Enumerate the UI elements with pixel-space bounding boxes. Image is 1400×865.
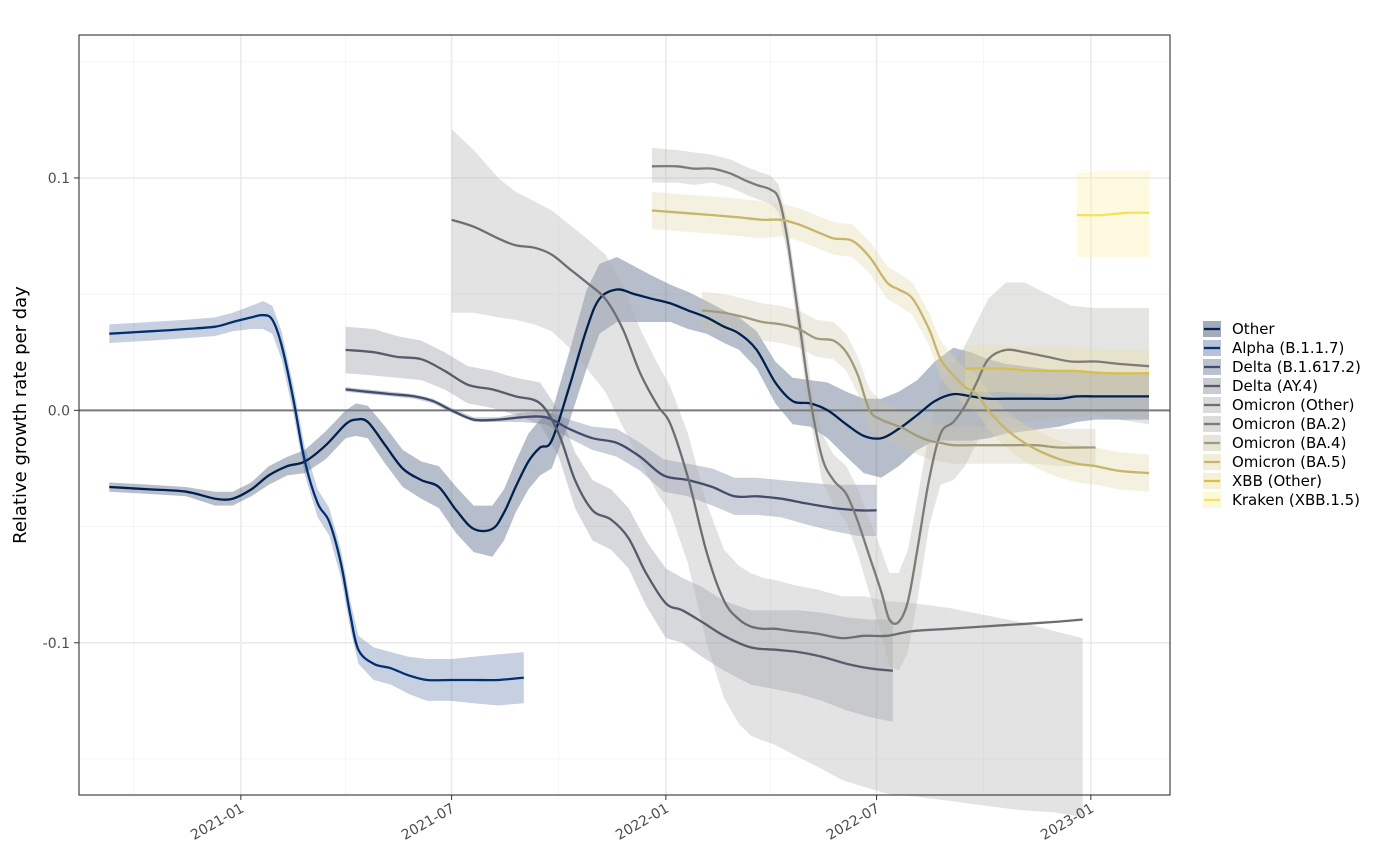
series-line-0	[109, 288, 1149, 533]
legend-label: Alpha (B.1.1.7)	[1232, 339, 1344, 357]
legend-label: Omicron (BA.4)	[1232, 434, 1346, 452]
legend-item: Omicron (BA.2)	[1203, 415, 1346, 433]
y-tick-label: 0.1	[48, 171, 70, 187]
ci-band-5	[651, 147, 1149, 671]
legend-item: Kraken (XBB.1.5)	[1203, 491, 1360, 509]
legend-label: Kraken (XBB.1.5)	[1232, 491, 1360, 509]
legend-item: XBB (Other)	[1203, 472, 1322, 490]
legend-item: Other	[1203, 320, 1275, 338]
series-line-5	[651, 164, 1150, 625]
y-axis: 0.1 0.0 -0.1	[43, 171, 79, 652]
series-line-7	[651, 209, 1150, 475]
plot-panel	[78, 34, 1171, 818]
series-line-3	[345, 348, 894, 672]
legend-label: Omicron (Other)	[1232, 396, 1354, 414]
y-axis-title: Relative growth rate per day	[10, 286, 31, 544]
legend-item: Omicron (Other)	[1203, 396, 1354, 414]
panel-background	[79, 35, 1170, 795]
legend-item: Delta (B.1.617.2)	[1203, 358, 1361, 376]
legend-item: Omicron (BA.5)	[1203, 453, 1346, 471]
legend-label: Delta (B.1.617.2)	[1232, 358, 1361, 376]
legend-label: XBB (Other)	[1232, 472, 1322, 490]
ci-band-0	[109, 257, 1149, 557]
legend-item: Alpha (B.1.1.7)	[1203, 339, 1344, 357]
ci-band-4	[451, 129, 1083, 818]
ci-band-7	[651, 191, 1149, 492]
grid-minor	[79, 35, 1170, 795]
series-line-8	[965, 367, 1150, 375]
series-lines	[109, 164, 1150, 682]
legend-item: Omicron (BA.4)	[1203, 434, 1346, 452]
series-line-1	[109, 313, 524, 682]
series-line-6	[701, 309, 1096, 449]
legend-label: Omicron (BA.2)	[1232, 415, 1346, 433]
series-line-4	[451, 218, 1083, 640]
panel-border	[78, 34, 1171, 796]
ci-band-3	[345, 326, 893, 722]
legend-label: Other	[1232, 320, 1275, 338]
y-tick-label: -0.1	[43, 636, 70, 652]
series-line-2	[345, 388, 877, 512]
legend-label: Delta (AY.4)	[1232, 377, 1318, 395]
y-tick-label: 0.0	[48, 403, 70, 419]
ci-band-2	[345, 387, 877, 536]
legend-label: Omicron (BA.5)	[1232, 453, 1346, 471]
series-line-9	[1076, 211, 1150, 217]
legend-item: Delta (AY.4)	[1203, 377, 1318, 395]
